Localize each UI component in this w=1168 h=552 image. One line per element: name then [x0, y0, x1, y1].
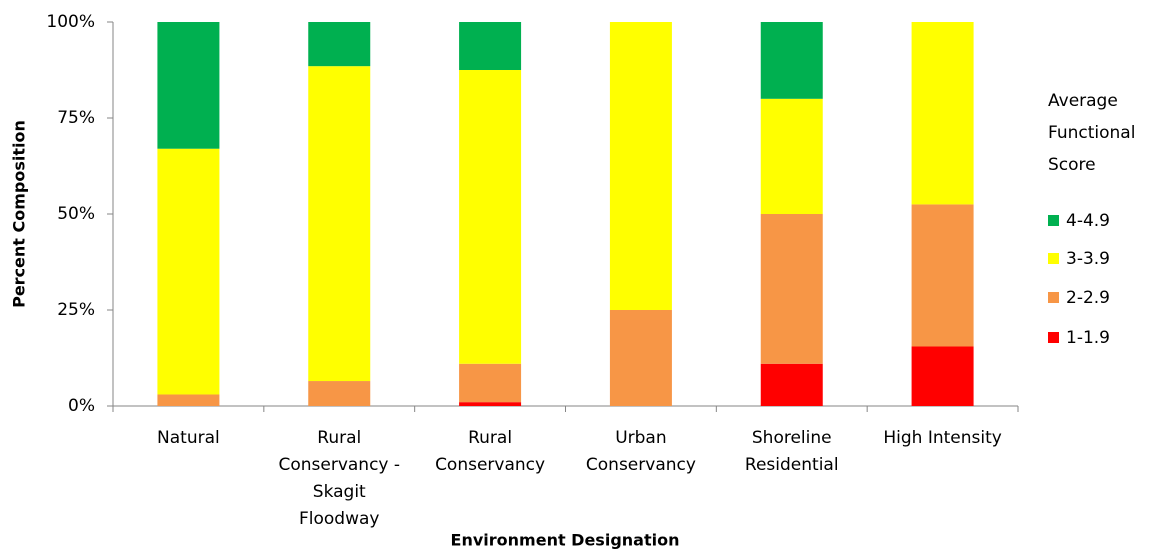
- x-axis-title: Environment Designation: [451, 531, 680, 550]
- y-tick-label: 0%: [68, 396, 95, 416]
- bar-segment: [157, 394, 220, 406]
- x-tick-label: Residential: [745, 455, 839, 475]
- legend-title: Functional: [1048, 123, 1135, 143]
- bar-segment: [911, 204, 974, 347]
- bar-segment: [760, 98, 823, 214]
- x-tick-label: Rural: [468, 428, 512, 448]
- y-tick-label: 25%: [57, 300, 95, 320]
- x-tick-label: Conservancy: [586, 455, 696, 475]
- bar-segment: [308, 66, 371, 382]
- bar-segment: [609, 22, 672, 310]
- bar-segment: [157, 22, 220, 149]
- y-tick-label: 50%: [57, 204, 95, 224]
- legend-swatch: [1048, 215, 1059, 226]
- x-tick-label: Conservancy: [435, 455, 545, 475]
- legend-title: Average: [1048, 91, 1118, 111]
- bar-segment: [760, 22, 823, 99]
- bar-segment: [609, 310, 672, 406]
- legend-label: 3-3.9: [1066, 249, 1110, 269]
- y-tick-label: 75%: [57, 108, 95, 128]
- x-tick-label: Urban: [615, 428, 666, 448]
- x-tick-label: High Intensity: [883, 428, 1001, 448]
- bar-segment: [157, 148, 220, 395]
- bar-segment: [911, 22, 974, 205]
- legend-swatch: [1048, 253, 1059, 264]
- bar-segment: [459, 70, 522, 364]
- legend-label: 2-2.9: [1066, 288, 1110, 308]
- legend-title: Score: [1048, 155, 1096, 175]
- bar-segment: [459, 402, 522, 406]
- bar-segment: [308, 381, 371, 406]
- bar-segment: [459, 363, 522, 403]
- bar-segment: [459, 22, 522, 70]
- y-tick-label: 100%: [46, 12, 95, 32]
- legend-label: 1-1.9: [1066, 328, 1110, 348]
- x-tick-label: Shoreline: [752, 428, 832, 448]
- bar-segment: [911, 346, 974, 406]
- y-axis-title: Percent Composition: [10, 120, 29, 308]
- x-tick-label: Conservancy -: [278, 455, 400, 475]
- legend-swatch: [1048, 292, 1059, 303]
- x-tick-label: Floodway: [299, 509, 379, 529]
- bar-segment: [760, 214, 823, 364]
- x-tick-label: Rural: [317, 428, 361, 448]
- bar-segment: [308, 22, 371, 67]
- bar-segment: [760, 363, 823, 406]
- x-tick-label: Skagit: [313, 482, 366, 502]
- legend-swatch: [1048, 332, 1059, 343]
- legend-label: 4-4.9: [1066, 211, 1110, 231]
- x-tick-label: Natural: [157, 428, 220, 448]
